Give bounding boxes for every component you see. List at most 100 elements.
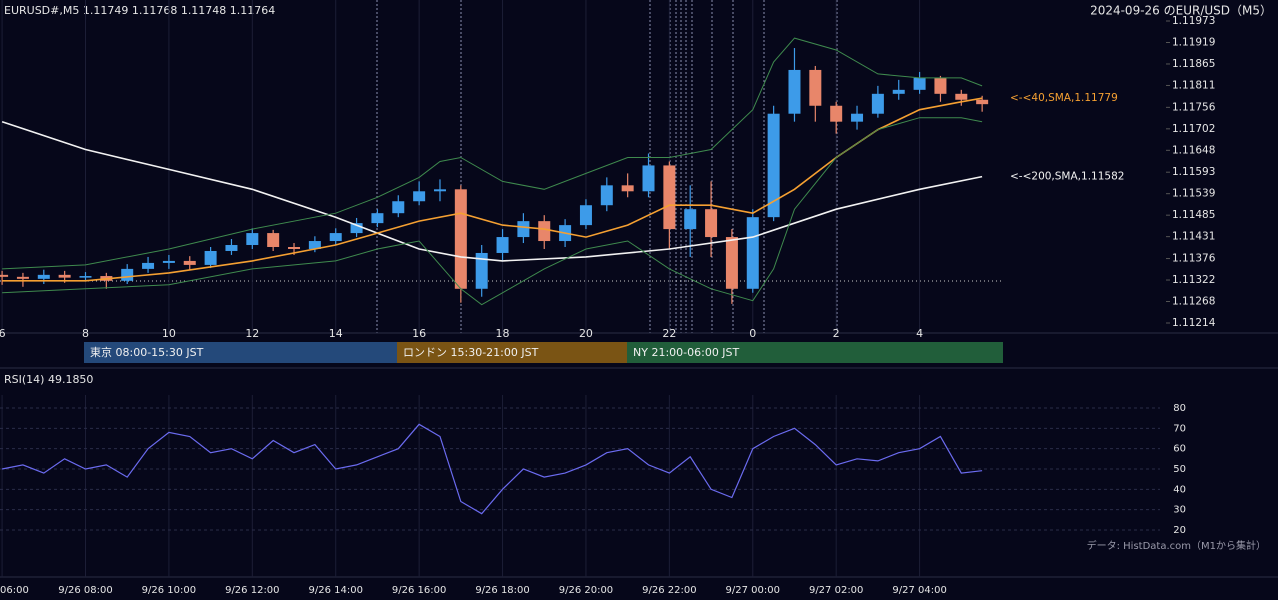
- rsi-tick-label: 20: [1173, 525, 1186, 536]
- time-tick-label: 06:00: [0, 585, 29, 596]
- candle-body: [600, 185, 613, 206]
- candle-body: [204, 250, 217, 265]
- time-tick-label: 9/26 10:00: [142, 585, 196, 596]
- candle-body: [830, 105, 843, 122]
- sma-label: <-<200,SMA,1.11582: [1010, 171, 1124, 183]
- y-tick-label: 1.11973: [1172, 15, 1215, 27]
- y-tick-label: 1.11539: [1172, 188, 1215, 200]
- time-tick-label: 9/26 14:00: [308, 585, 362, 596]
- session-tokyo: 東京 08:00-15:30 JST: [84, 342, 397, 363]
- candle-body: [642, 165, 655, 192]
- candle-body: [725, 237, 738, 289]
- x-tick-label: 10: [162, 327, 176, 340]
- time-tick-label: 9/26 16:00: [392, 585, 446, 596]
- candle-body: [934, 77, 947, 94]
- candle-body: [475, 252, 488, 289]
- rsi-tick-label: 50: [1173, 464, 1186, 475]
- y-tick-label: 1.11702: [1172, 123, 1215, 135]
- y-tick-label: 1.11648: [1172, 144, 1215, 156]
- candle-body: [350, 223, 363, 234]
- candle-body: [121, 268, 134, 281]
- y-tick-label: 1.11322: [1172, 274, 1215, 286]
- x-tick-label: 2: [833, 327, 840, 340]
- x-tick-label: 22: [662, 327, 676, 340]
- candle-body: [433, 189, 446, 192]
- chart-title: 2024-09-26 のEUR/USD（M5）: [1090, 4, 1272, 18]
- time-tick-label: 9/26 20:00: [559, 585, 613, 596]
- candle-body: [705, 209, 718, 238]
- y-tick-label: 1.11756: [1172, 101, 1216, 113]
- candle-body: [37, 274, 50, 279]
- candle-body: [142, 262, 155, 269]
- time-tick-label: 9/26 08:00: [58, 585, 112, 596]
- candle-body: [496, 237, 509, 253]
- rsi-tick-label: 80: [1173, 403, 1186, 414]
- bollinger-band: [2, 117, 983, 306]
- rsi-tick-label: 70: [1173, 423, 1186, 434]
- x-tick-label: 12: [245, 327, 259, 340]
- candle-body: [913, 77, 926, 90]
- candle-body: [851, 113, 864, 122]
- session-ny: NY 21:00-06:00 JST: [627, 342, 1003, 363]
- candle-body: [413, 191, 426, 202]
- candle-body: [746, 217, 759, 289]
- x-tick-label: 14: [329, 327, 343, 340]
- x-tick-label: 8: [82, 327, 89, 340]
- candle-body: [392, 201, 405, 214]
- candle-body: [288, 247, 301, 249]
- candle-body: [976, 99, 989, 105]
- y-tick-label: 1.11865: [1172, 58, 1215, 70]
- candle-body: [517, 221, 530, 238]
- session-london: ロンドン 15:30-21:00 JST: [397, 342, 627, 363]
- candle-body: [79, 276, 92, 278]
- y-tick-label: 1.11431: [1172, 231, 1215, 243]
- candle-body: [329, 233, 342, 242]
- sma-line: [1, 120, 983, 262]
- y-tick-label: 1.11593: [1172, 166, 1215, 178]
- candle-body: [871, 93, 884, 114]
- candle-body: [371, 213, 384, 224]
- time-tick-label: 9/27 02:00: [809, 585, 863, 596]
- y-tick-label: 1.11485: [1172, 209, 1215, 221]
- candle-body: [809, 69, 822, 106]
- source: データ: HistData.com（M1から集計）: [1087, 539, 1266, 552]
- y-tick-label: 1.11376: [1172, 253, 1216, 265]
- rsi-label: RSI(14) 49.1850: [4, 373, 93, 386]
- x-tick-label: 6: [0, 327, 6, 340]
- candle-body: [225, 245, 238, 251]
- candle-body: [308, 241, 321, 249]
- candle-body: [0, 274, 9, 277]
- time-tick-label: 9/26 12:00: [225, 585, 279, 596]
- x-tick-label: 4: [916, 327, 923, 340]
- candle-body: [663, 165, 676, 230]
- y-tick-label: 1.11811: [1172, 79, 1215, 91]
- header: EURUSD#,M5 1.11749 1.11768 1.11748 1.117…: [4, 4, 275, 17]
- time-tick-label: 9/26 18:00: [475, 585, 529, 596]
- candle-body: [621, 185, 634, 192]
- candle-body: [162, 260, 175, 263]
- time-tick-label: 9/27 00:00: [726, 585, 780, 596]
- bollinger-band: [2, 37, 983, 270]
- rsi-tick-label: 60: [1173, 444, 1186, 455]
- sma-label: <-<40,SMA,1.11779: [1010, 92, 1118, 104]
- rsi-tick-label: 30: [1173, 505, 1186, 516]
- rsi-tick-label: 40: [1173, 484, 1186, 495]
- candle-body: [267, 233, 280, 248]
- x-tick-label: 16: [412, 327, 426, 340]
- rsi-line: [1, 423, 983, 515]
- y-tick-label: 1.11268: [1172, 296, 1215, 308]
- candle-body: [788, 69, 801, 114]
- candle-body: [892, 89, 905, 94]
- candle-body: [538, 221, 551, 242]
- x-tick-label: 0: [749, 327, 756, 340]
- candle-body: [684, 209, 697, 230]
- candle-body: [58, 274, 71, 278]
- candle-body: [16, 276, 29, 279]
- candle-body: [579, 205, 592, 226]
- x-tick-label: 20: [579, 327, 593, 340]
- candle-body: [767, 113, 780, 218]
- time-tick-label: 9/27 04:00: [892, 585, 946, 596]
